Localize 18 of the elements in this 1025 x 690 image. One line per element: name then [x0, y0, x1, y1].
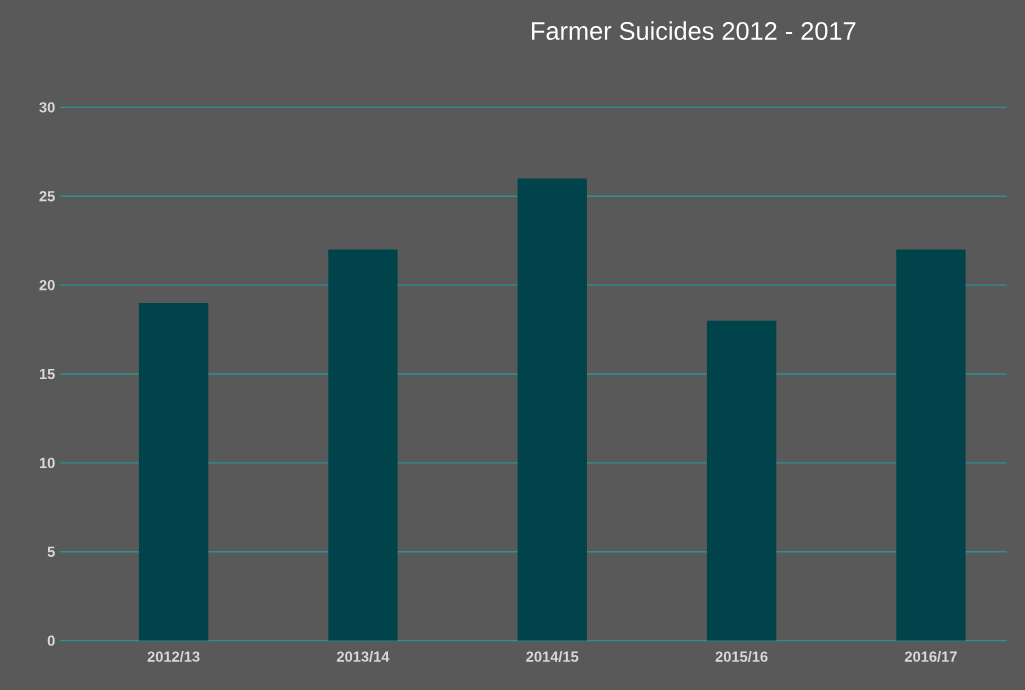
bar [517, 178, 587, 641]
bar [328, 249, 398, 641]
x-tick-label: 2014/15 [526, 651, 579, 662]
y-tick-label: 20 [39, 279, 55, 291]
y-tick-label: 0 [47, 635, 55, 646]
bar [896, 249, 966, 641]
y-tick-label: 25 [39, 191, 55, 202]
x-tick-label: 2015/16 [715, 651, 768, 662]
bar [138, 302, 209, 641]
x-tick-label: 2013/14 [336, 651, 390, 662]
x-tick-label: 2012/13 [147, 651, 200, 662]
y-tick-label: 15 [39, 368, 55, 380]
chart-title: Farmer Suicides 2012 - 2017 [532, 21, 856, 40]
y-tick-label: 10 [39, 457, 55, 469]
y-tick-label: 5 [47, 546, 55, 557]
x-tick-label: 2016/17 [904, 651, 957, 662]
bar [706, 320, 777, 641]
y-tick-label: 30 [39, 102, 55, 113]
